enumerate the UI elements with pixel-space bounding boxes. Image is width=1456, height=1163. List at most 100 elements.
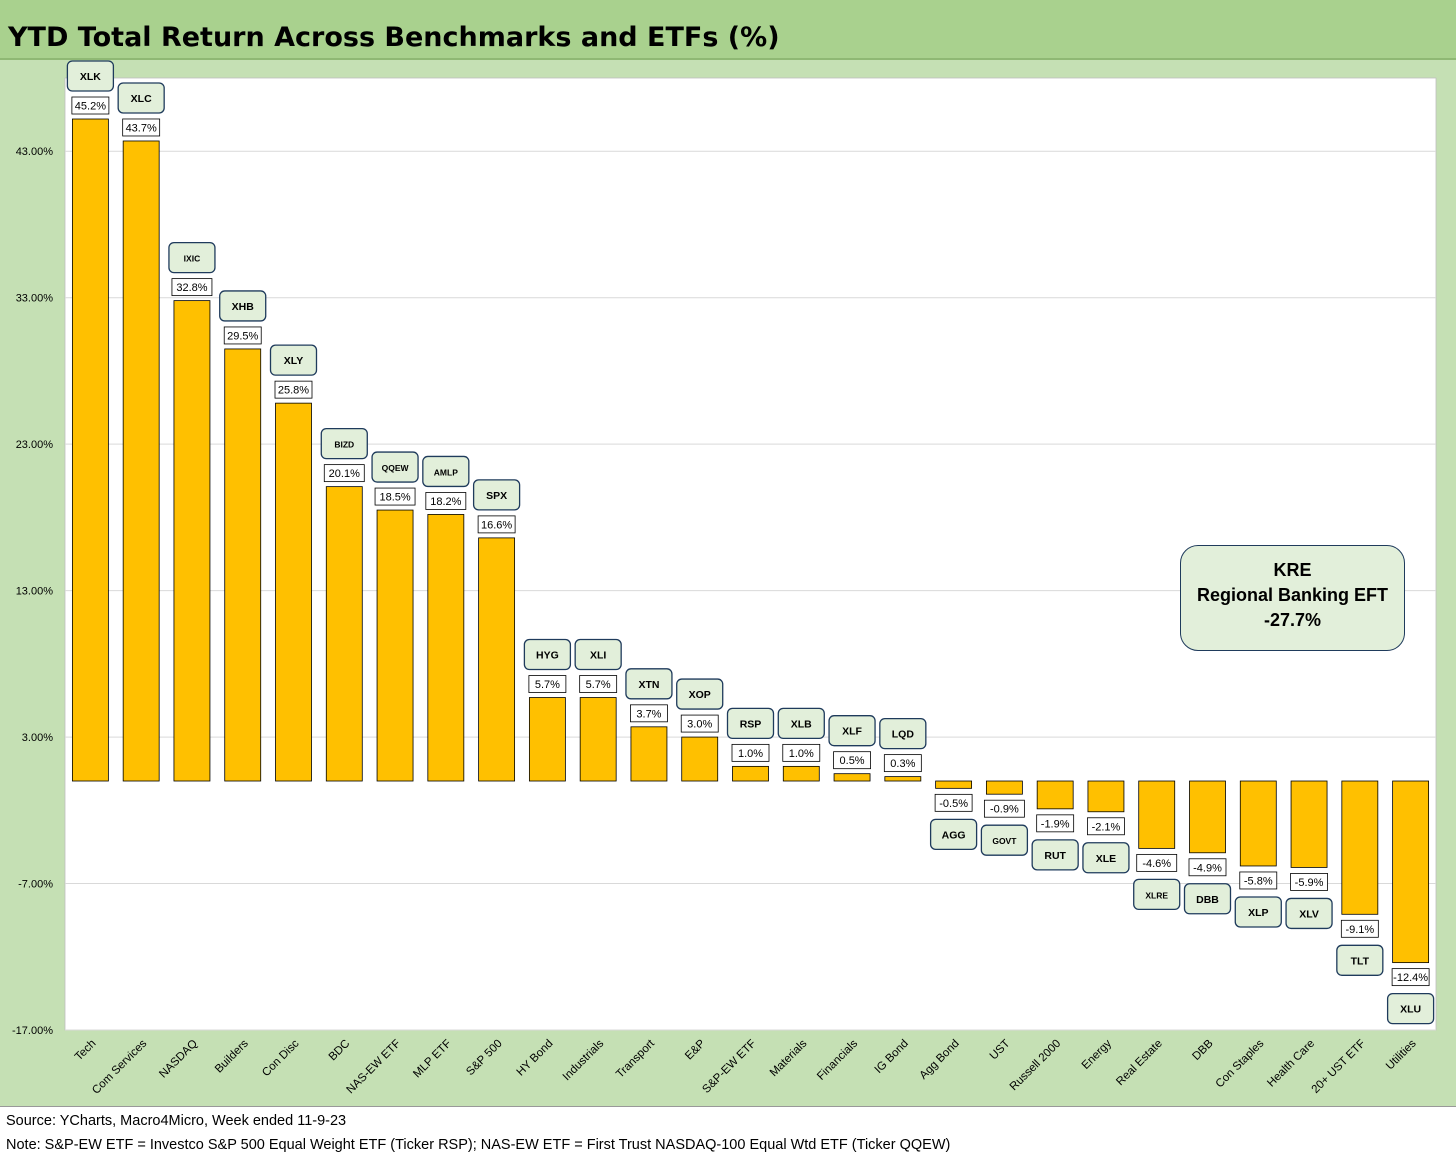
data-label-box xyxy=(782,743,821,762)
data-label: -0.5% xyxy=(939,798,968,810)
data-label: 20.1% xyxy=(329,468,360,480)
data-label-box xyxy=(680,714,719,733)
data-label: 1.0% xyxy=(789,748,814,760)
ticker-box xyxy=(117,82,165,114)
data-label-box xyxy=(983,799,1025,818)
data-label: 3.7% xyxy=(636,708,661,720)
data-label-box xyxy=(1290,873,1328,891)
bar xyxy=(732,765,769,782)
category-label: UST xyxy=(988,1038,1013,1063)
data-label: -0.9% xyxy=(990,804,1019,816)
ticker-box xyxy=(422,455,470,488)
data-label: 0.5% xyxy=(840,755,865,767)
ticker-box xyxy=(1285,897,1333,930)
y-tick-label: 33.00% xyxy=(16,293,54,305)
ticker-label: XHB xyxy=(232,301,255,313)
category-label: Agg Bond xyxy=(918,1038,962,1082)
data-label-box xyxy=(1087,817,1125,836)
ticker-box xyxy=(828,715,876,747)
data-label-box xyxy=(528,675,567,693)
category-label: 20+ UST ETF xyxy=(1310,1038,1368,1096)
ticker-label: SPX xyxy=(486,490,507,502)
ticker-label: XLE xyxy=(1096,853,1116,865)
bar xyxy=(1087,780,1125,813)
ticker-label: IXIC xyxy=(184,254,201,264)
y-tick-label: 3.00% xyxy=(22,732,53,744)
callout-name: Regional Banking EFT xyxy=(1196,585,1388,605)
category-label: NASDAQ xyxy=(157,1038,200,1081)
ticker-box xyxy=(168,241,216,274)
ticker-label: XLB xyxy=(791,718,812,730)
ticker-label: XLC xyxy=(131,93,152,105)
data-label-box xyxy=(1391,968,1430,987)
bar xyxy=(1341,780,1379,915)
category-label: Materials xyxy=(768,1037,810,1079)
bar xyxy=(478,537,516,782)
category-label: HY Bond xyxy=(515,1038,556,1079)
ticker-label: XTN xyxy=(638,679,659,691)
ticker-label: XLU xyxy=(1400,1004,1421,1016)
ticker-box xyxy=(1336,944,1384,976)
ticker-label: QQEW xyxy=(382,463,410,473)
ticker-label: AMLP xyxy=(434,467,458,477)
ticker-box xyxy=(980,824,1029,856)
category-label: Financials xyxy=(815,1037,860,1082)
ticker-box xyxy=(879,717,927,750)
data-label: 18.2% xyxy=(430,496,461,508)
category-label: DBB xyxy=(1190,1037,1215,1062)
ticker-label: RSP xyxy=(740,718,762,730)
data-label-box xyxy=(71,96,110,115)
bar xyxy=(427,514,465,782)
ticker-box xyxy=(320,427,368,460)
ticker-box xyxy=(472,479,521,511)
data-label-box xyxy=(1340,919,1379,938)
bar xyxy=(1392,780,1430,964)
ticker-box xyxy=(1183,883,1232,915)
ticker-label: DBB xyxy=(1196,894,1219,906)
category-label: S&P-EW ETF xyxy=(700,1038,758,1096)
bar xyxy=(122,140,160,782)
category-label: BDC xyxy=(327,1038,353,1064)
ticker-box xyxy=(1031,839,1079,871)
ticker-box xyxy=(1386,992,1435,1025)
data-label: -5.9% xyxy=(1295,877,1324,889)
y-tick-label: -17.00% xyxy=(12,1025,53,1037)
chart-area: -17.00% -7.00% 3.00% 13.00% 23.00% 33.00% 43.0… xyxy=(0,60,1456,1106)
ticker-box xyxy=(269,344,318,376)
ticker-box xyxy=(726,707,775,740)
data-label: -2.1% xyxy=(1092,821,1121,833)
data-label: 1.0% xyxy=(738,748,763,760)
data-label: 32.8% xyxy=(176,282,207,294)
ticker-label: BIZD xyxy=(334,440,354,450)
ticker-label: XLY xyxy=(284,355,303,367)
bar xyxy=(681,736,719,782)
data-label: -4.6% xyxy=(1142,858,1171,870)
ticker-box xyxy=(676,678,724,710)
data-label-box xyxy=(883,754,922,773)
title-bar: YTD Total Return Across Benchmarks and E… xyxy=(0,0,1456,60)
ticker-box xyxy=(929,818,978,850)
data-label: 45.2% xyxy=(75,101,106,113)
category-label: NAS-EW ETF xyxy=(345,1038,404,1097)
data-label: -9.1% xyxy=(1345,924,1374,936)
data-label-box xyxy=(425,492,467,510)
data-label-box xyxy=(223,326,262,345)
category-label: Transport xyxy=(614,1037,658,1081)
category-label: S&P 500 xyxy=(464,1038,504,1078)
bar xyxy=(71,118,109,782)
data-label-box xyxy=(477,515,516,534)
category-label: E&P xyxy=(683,1037,708,1062)
bar xyxy=(935,780,973,789)
bar xyxy=(275,402,312,782)
bar xyxy=(376,509,414,782)
bar xyxy=(528,697,566,782)
ticker-box xyxy=(1234,896,1282,928)
data-label-box xyxy=(274,380,313,399)
y-tick-label: -7.00% xyxy=(18,879,53,891)
data-label: 18.5% xyxy=(379,492,410,504)
bar xyxy=(1036,780,1074,810)
data-label: 29.5% xyxy=(227,330,258,342)
callout-ticker: KRE xyxy=(1273,560,1312,580)
y-tick-label: 13.00% xyxy=(16,586,54,598)
callout-value: -27.7% xyxy=(1263,610,1322,630)
